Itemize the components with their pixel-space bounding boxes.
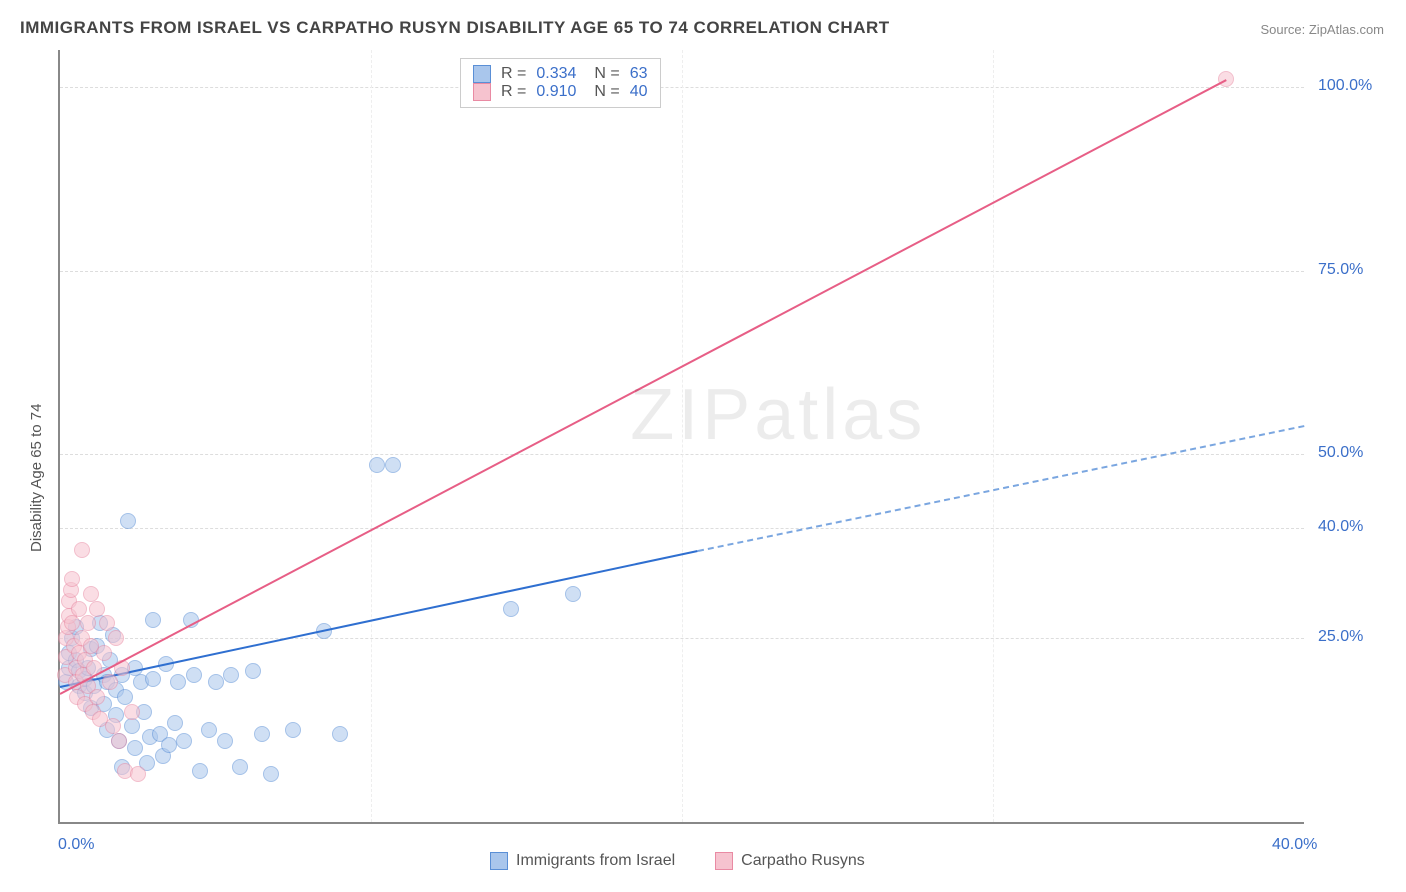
data-point: [108, 630, 124, 646]
legend-n-value: 63: [630, 65, 648, 83]
gridline: [993, 50, 994, 822]
legend-swatch: [490, 852, 508, 870]
data-point: [192, 763, 208, 779]
data-point: [130, 766, 146, 782]
data-point: [565, 586, 581, 602]
legend-row: R = 0.910 N = 40: [473, 83, 648, 101]
data-point: [201, 722, 217, 738]
series-legend: Immigrants from Israel Carpatho Rusyns: [490, 852, 865, 870]
legend-n-key: N =: [594, 65, 619, 83]
data-point: [96, 645, 112, 661]
legend-swatch: [473, 65, 491, 83]
legend-swatch: [473, 83, 491, 101]
data-point: [64, 571, 80, 587]
legend-r-key: R =: [501, 83, 526, 101]
legend-swatch: [715, 852, 733, 870]
data-point: [124, 704, 140, 720]
data-point: [83, 586, 99, 602]
data-point: [120, 513, 136, 529]
legend-r-value: 0.910: [536, 83, 576, 101]
source-attribution: Source: ZipAtlas.com: [1260, 22, 1384, 37]
legend-label: Immigrants from Israel: [516, 852, 675, 870]
data-point: [217, 733, 233, 749]
data-point: [111, 733, 127, 749]
x-tick-label: 40.0%: [1272, 836, 1317, 854]
correlation-legend: R = 0.334 N = 63 R = 0.910 N = 40: [460, 58, 661, 108]
data-point: [186, 667, 202, 683]
data-point: [503, 601, 519, 617]
data-point: [170, 674, 186, 690]
data-point: [145, 671, 161, 687]
data-point: [332, 726, 348, 742]
y-axis-label: Disability Age 65 to 74: [28, 403, 45, 551]
y-tick-label: 100.0%: [1318, 77, 1372, 95]
data-point: [145, 612, 161, 628]
data-point: [369, 457, 385, 473]
data-point: [102, 674, 118, 690]
trendline: [60, 80, 1227, 696]
y-tick-label: 75.0%: [1318, 261, 1363, 279]
data-point: [245, 663, 261, 679]
legend-item: Immigrants from Israel: [490, 852, 675, 870]
y-tick-label: 50.0%: [1318, 444, 1363, 462]
gridline: [682, 50, 683, 822]
data-point: [117, 689, 133, 705]
data-point: [105, 718, 121, 734]
legend-item: Carpatho Rusyns: [715, 852, 865, 870]
data-point: [167, 715, 183, 731]
data-point: [385, 457, 401, 473]
data-point: [74, 542, 90, 558]
data-point: [263, 766, 279, 782]
data-point: [80, 615, 96, 631]
trendline-dashed: [697, 425, 1304, 552]
data-point: [208, 674, 224, 690]
data-point: [254, 726, 270, 742]
y-tick-label: 40.0%: [1318, 518, 1363, 536]
data-point: [176, 733, 192, 749]
legend-label: Carpatho Rusyns: [741, 852, 865, 870]
legend-r-value: 0.334: [536, 65, 576, 83]
chart-plot-area: [58, 50, 1304, 824]
legend-r-key: R =: [501, 65, 526, 83]
legend-row: R = 0.334 N = 63: [473, 65, 648, 83]
x-tick-label: 0.0%: [58, 836, 94, 854]
data-point: [232, 759, 248, 775]
data-point: [285, 722, 301, 738]
gridline: [371, 50, 372, 822]
chart-title: IMMIGRANTS FROM ISRAEL VS CARPATHO RUSYN…: [20, 18, 890, 38]
data-point: [124, 718, 140, 734]
data-point: [71, 601, 87, 617]
legend-n-value: 40: [630, 83, 648, 101]
data-point: [161, 737, 177, 753]
data-point: [223, 667, 239, 683]
y-tick-label: 25.0%: [1318, 628, 1363, 646]
data-point: [127, 740, 143, 756]
data-point: [89, 601, 105, 617]
legend-n-key: N =: [594, 83, 619, 101]
